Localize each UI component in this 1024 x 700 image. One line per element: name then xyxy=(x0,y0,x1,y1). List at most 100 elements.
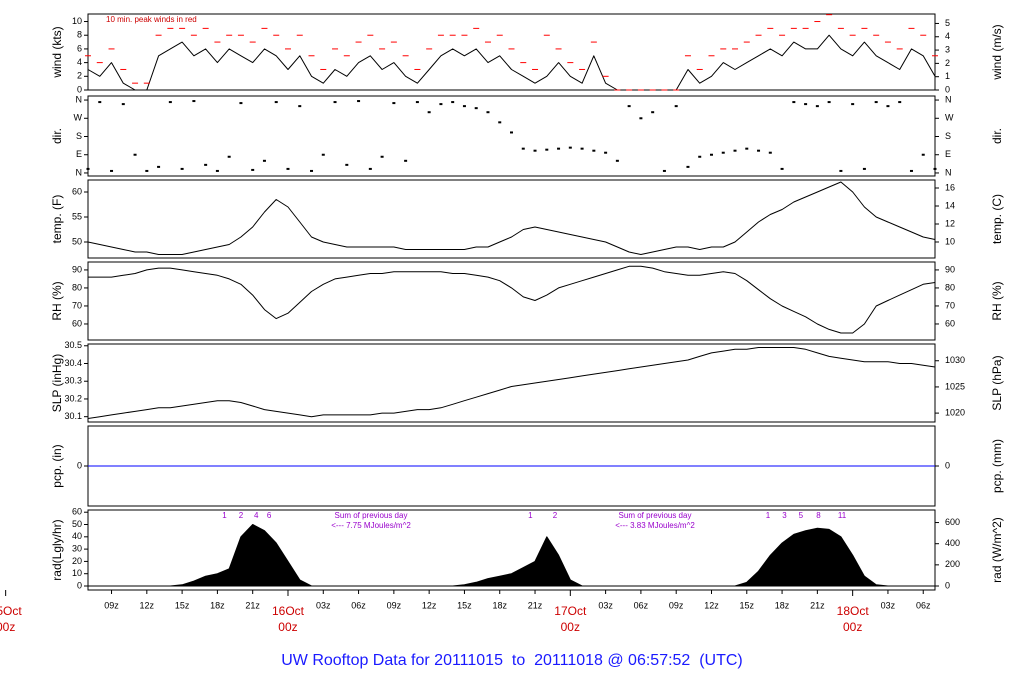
y2-tick-label: 60 xyxy=(945,318,955,328)
x-tick-label: 03z xyxy=(316,600,331,610)
point xyxy=(674,105,678,108)
point xyxy=(404,159,408,162)
y-axis-label: dir. xyxy=(50,128,64,144)
x-tick-label: 15z xyxy=(175,600,190,610)
x-day-label: 17Oct xyxy=(554,604,587,618)
y2-tick-label: 4 xyxy=(945,31,950,41)
point xyxy=(898,101,902,104)
y2-axis-label: temp. (C) xyxy=(990,194,1004,244)
point xyxy=(510,131,513,134)
x-tick-label: 15z xyxy=(457,600,472,610)
point xyxy=(215,169,219,172)
y-tick-label: 30.3 xyxy=(64,376,82,386)
y2-axis-label: wind (m/s) xyxy=(990,24,1004,80)
annotation: 10 min. peak winds in red xyxy=(106,15,197,24)
uv-label: 2 xyxy=(239,511,244,520)
point xyxy=(333,101,337,104)
x-day-hour: 00z xyxy=(0,620,15,634)
y2-axis-label: RH (%) xyxy=(990,281,1004,320)
point xyxy=(839,169,843,172)
y2-tick-label: N xyxy=(945,167,952,177)
uv-label: 11 xyxy=(838,511,847,520)
area xyxy=(87,524,936,587)
note: <--- 7.75 MJoules/m^2 xyxy=(331,521,411,530)
note: <--- 3.83 MJoules/m^2 xyxy=(615,521,695,530)
point xyxy=(686,165,690,168)
point xyxy=(368,167,372,170)
uv-label: 1 xyxy=(528,511,533,520)
x-tick-label: 18z xyxy=(492,600,507,610)
point xyxy=(98,101,102,104)
point xyxy=(286,167,290,170)
y-tick-label: 55 xyxy=(72,211,82,221)
y-tick-label: 90 xyxy=(72,264,82,274)
y-tick-label: 30.5 xyxy=(64,340,82,350)
y-tick-label: 6 xyxy=(77,43,82,53)
uv-label: 5 xyxy=(799,511,804,520)
point xyxy=(545,148,549,151)
point xyxy=(145,169,149,172)
point xyxy=(698,155,702,158)
y-tick-label: 40 xyxy=(72,531,82,541)
point xyxy=(498,121,502,124)
x-tick-label: 06z xyxy=(634,600,649,610)
y-tick-label: 70 xyxy=(72,300,82,310)
x-tick-label: 06z xyxy=(351,600,366,610)
uv-label: 1 xyxy=(766,511,771,520)
point xyxy=(780,167,784,170)
point xyxy=(745,147,749,150)
y-tick-label: 0 xyxy=(77,460,82,470)
note: Sum of previous day xyxy=(335,511,408,520)
point xyxy=(451,101,455,104)
y-tick-label: 30.4 xyxy=(64,358,82,368)
y2-axis-label: rad (W/m^2) xyxy=(990,517,1004,583)
point xyxy=(615,159,619,162)
point xyxy=(227,155,231,158)
y2-tick-label: N xyxy=(945,94,952,104)
uv-label: 3 xyxy=(782,511,787,520)
y2-tick-label: 80 xyxy=(945,282,955,292)
point xyxy=(592,149,596,152)
point xyxy=(357,100,361,103)
y2-tick-label: 600 xyxy=(945,517,960,527)
y-axis-label: rad(Lgly/hr) xyxy=(50,519,64,580)
y-tick-label: 8 xyxy=(77,30,82,40)
y2-tick-label: 2 xyxy=(945,58,950,68)
point xyxy=(474,107,478,110)
y2-axis-label: pcp. (mm) xyxy=(990,439,1004,493)
point xyxy=(804,103,808,106)
point xyxy=(580,147,584,150)
x-day-hour: 00z xyxy=(278,620,297,634)
point xyxy=(709,153,713,156)
y-tick-label: 0 xyxy=(77,580,82,590)
point xyxy=(380,155,384,158)
x-tick-label: 06z xyxy=(916,600,931,610)
panel-frame xyxy=(87,261,936,341)
y-tick-label: 20 xyxy=(72,556,82,566)
point xyxy=(310,169,314,172)
y-axis-label: RH (%) xyxy=(50,281,64,320)
point xyxy=(486,111,490,114)
point xyxy=(251,168,255,171)
line xyxy=(88,265,936,334)
note: Sum of previous day xyxy=(619,511,692,520)
point xyxy=(321,153,325,156)
point xyxy=(851,103,855,106)
x-tick-label: 18z xyxy=(210,600,225,610)
y-axis-label: temp. (F) xyxy=(50,195,64,244)
chart-title: UW Rooftop Data for 20111015 to 20111018… xyxy=(281,652,743,669)
point xyxy=(721,151,725,154)
y-tick-label: 30.2 xyxy=(64,393,82,403)
y-tick-label: 10 xyxy=(72,568,82,578)
y2-tick-label: 0 xyxy=(945,580,950,590)
point xyxy=(439,103,443,106)
x-tick-label: 12z xyxy=(140,600,155,610)
point xyxy=(110,169,114,172)
y-tick-label: E xyxy=(76,149,82,159)
uv-label: 6 xyxy=(267,511,272,520)
point xyxy=(133,153,137,156)
point xyxy=(415,101,419,104)
point xyxy=(733,149,737,152)
line xyxy=(87,181,936,255)
x-tick-label: 09z xyxy=(669,600,684,610)
